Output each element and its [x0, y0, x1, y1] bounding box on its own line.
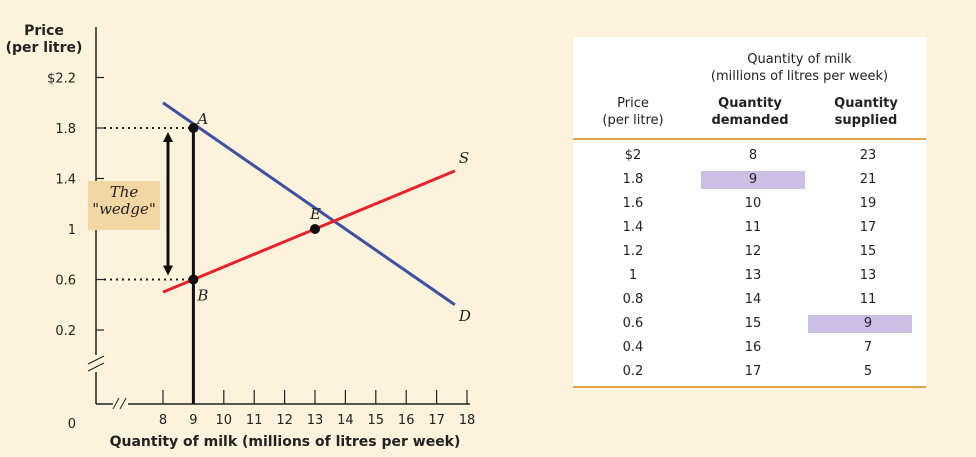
y-tick-label: 1.4	[55, 173, 76, 188]
wedge-arrowhead-down	[163, 265, 173, 276]
footer-rule	[573, 386, 926, 388]
table-title: Quantity of milk (millions of litres per…	[710, 52, 889, 84]
wedge-label-box	[88, 181, 160, 230]
table-cell: 23	[859, 148, 877, 163]
table-cell: 0.8	[622, 292, 644, 307]
table-cell: 0.6	[622, 316, 644, 331]
table-cell: 11	[744, 220, 762, 235]
table-cell: 16	[744, 340, 762, 355]
table-cell: 11	[859, 292, 877, 307]
table-cell: 1.4	[622, 220, 644, 235]
table-cell: 15	[859, 244, 877, 259]
table-row: 1.6 10 19	[573, 192, 926, 216]
table-cell: 10	[744, 196, 762, 211]
table-cell: 21	[859, 172, 877, 187]
x-tick-label: 17	[428, 413, 445, 428]
cell-highlight	[701, 171, 805, 189]
x-tick-label: 15	[368, 413, 385, 428]
x-tick-label: 14	[337, 413, 354, 428]
column-header-price: Price (per litre)	[602, 96, 664, 128]
header-rule	[573, 138, 926, 140]
table-cell: 13	[744, 268, 762, 283]
point-label-a: A	[195, 110, 208, 128]
x-tick-label: 9	[189, 413, 197, 428]
milk-schedule-table: Quantity of milk (millions of litres per…	[573, 37, 926, 388]
table-cell: 1.6	[622, 196, 644, 211]
table-cell: $2	[624, 148, 642, 163]
point-label-e: E	[309, 205, 321, 223]
y-tick-label: 0	[68, 417, 76, 432]
table-cell: 9	[863, 316, 873, 331]
table-row: 1.8 9 21	[573, 168, 926, 192]
demand-curve	[162, 101, 456, 306]
table-cell: 7	[863, 340, 873, 355]
x-tick-label: 11	[246, 413, 263, 428]
wedge-arrowhead-up	[163, 132, 173, 142]
supply-curve	[162, 169, 456, 294]
table-cell: 14	[744, 292, 762, 307]
table-row: 0.2 17 5	[573, 360, 926, 384]
x-tick-label: 12	[276, 413, 293, 428]
table-row: 1.2 12 15	[573, 240, 926, 264]
x-axis-break-mark	[119, 397, 127, 410]
y-axis-title: Price (per litre)	[6, 23, 83, 56]
chart-marks: D S The "wedge" A B E	[88, 110, 471, 325]
table-cell: 1.2	[622, 244, 644, 259]
table-row: 0.6 15 9	[573, 312, 926, 336]
y-tick-label: $2.2	[47, 72, 76, 87]
y-axis-break-mark	[87, 355, 105, 365]
table-cell: 0.2	[622, 364, 644, 379]
table-cell: 5	[863, 364, 873, 379]
point-b	[188, 274, 199, 285]
table-cell: 15	[744, 316, 762, 331]
chart-lines	[104, 101, 456, 404]
chart-ticks: $2.2 1.8 1.4 1 0.6 0.2 0 8 9 10 11 12 13 14 15 16 17 18	[47, 72, 475, 433]
table-cell: 1	[628, 268, 638, 283]
x-tick-label: 8	[159, 413, 167, 428]
table-row: 1 13 13	[573, 264, 926, 288]
table-row: 0.4 16 7	[573, 336, 926, 360]
x-axis-title: Quantity of milk (millions of litres per…	[110, 434, 461, 450]
y-tick-label: 0.2	[55, 324, 76, 339]
table-cell: 17	[859, 220, 877, 235]
table-row: 0.8 14 11	[573, 288, 926, 312]
wedge-label: The "wedge"	[92, 183, 156, 218]
cell-highlight	[808, 315, 912, 333]
table-cell: 1.8	[622, 172, 644, 187]
y-axis-break-mark	[87, 362, 105, 372]
supply-label: S	[459, 149, 469, 167]
point-a	[188, 123, 199, 133]
table-cell: 0.4	[622, 340, 644, 355]
table-row: $2 8 23	[573, 144, 926, 168]
point-label-b: B	[196, 287, 208, 305]
x-tick-label: 10	[216, 413, 233, 428]
column-header-supplied: Quantity supplied	[834, 96, 898, 128]
table-cell: 8	[748, 148, 758, 163]
x-axis-break-mark	[112, 397, 120, 410]
y-tick-label: 1	[68, 223, 76, 238]
y-tick-label: 1.8	[55, 122, 76, 137]
table-row: 1.4 11 17	[573, 216, 926, 240]
supply-demand-chart: Price (per litre) Quantity of milk (millio…	[6, 23, 476, 450]
x-tick-label: 16	[398, 413, 415, 428]
column-header-demanded: Quantity demanded	[711, 96, 789, 128]
x-tick-label: 18	[459, 413, 476, 428]
table-cell: 9	[748, 172, 758, 187]
chart-axes: Price (per litre) Quantity of milk (millio…	[6, 23, 470, 450]
demand-label: D	[458, 307, 471, 325]
y-tick-label: 0.6	[55, 274, 76, 289]
table-cell: 17	[744, 364, 762, 379]
table-cell: 13	[859, 268, 877, 283]
point-e	[310, 224, 320, 234]
x-tick-label: 13	[307, 413, 324, 428]
table-cell: 12	[744, 244, 762, 259]
table-cell: 19	[859, 196, 877, 211]
